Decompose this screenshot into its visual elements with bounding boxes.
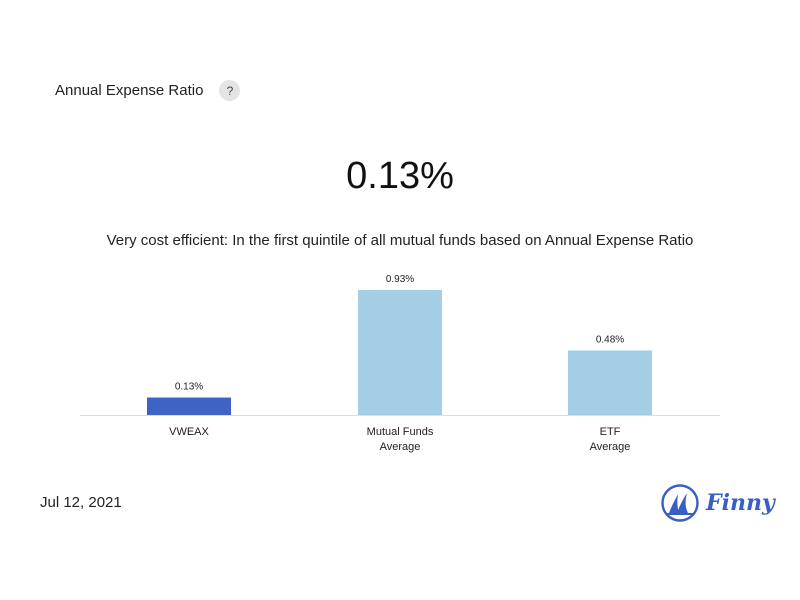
header: Annual Expense Ratio ? [55,80,241,101]
bar-value-label-0: 0.13% [175,382,203,393]
help-icon[interactable]: ? [219,80,241,101]
expense-ratio-bar-chart: 0.13% VWEAX 0.93% Mutual Funds Average 0.48% E… [80,274,720,453]
category-label-1: Mutual Funds Average [367,426,434,453]
bar-2 [568,350,652,415]
as-of-date: Jul 12, 2021 [40,494,122,511]
sailboat-icon [661,484,699,522]
expense-ratio-description: Very cost efficient: In the first quinti… [106,232,694,249]
section-title: Annual Expense Ratio [55,82,204,99]
brand-name: Finny [706,490,775,516]
expense-ratio-value: 0.13% [346,155,454,197]
category-label-0: VWEAX [169,426,209,438]
bar-0 [147,397,231,415]
bar-value-label-2: 0.48% [596,334,624,345]
finny-logo: Finny [660,483,775,523]
bar-value-label-1: 0.93% [386,274,414,285]
bar-1 [358,290,442,415]
category-label-2: ETF Average [590,426,631,453]
